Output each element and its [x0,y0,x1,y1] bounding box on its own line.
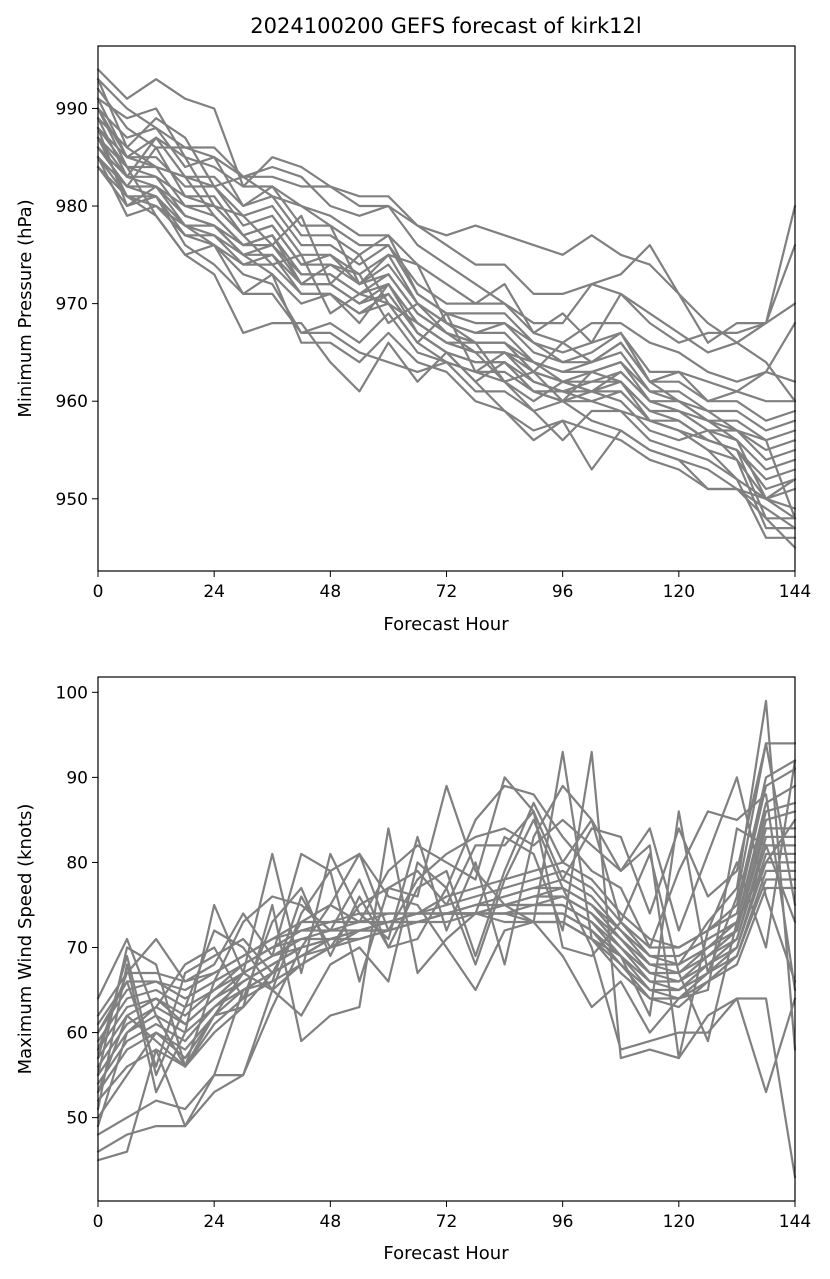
wind-x-ticks: 0 24 48 72 96 120 144 [93,1201,811,1232]
wind-x-tick-label: 120 [663,1212,695,1232]
wind-series-group [96,699,797,1179]
wind-member-line-18 [96,827,797,1051]
wind-y-tick-label: 50 [66,1109,88,1129]
wind-y-tick-label: 60 [66,1024,88,1044]
pressure-x-ticks: 0 24 48 72 96 120 144 [93,571,811,602]
pressure-member-line-18 [96,117,797,510]
pressure-member-line-20 [96,146,797,530]
pressure-y-axis-label: Minimum Pressure (hPa) [15,199,36,417]
pressure-member-line-23 [96,165,797,500]
wind-x-tick-label: 0 [93,1212,104,1232]
pressure-member-line-25 [96,107,797,520]
chart-title: 2024100200 GEFS forecast of kirk12l [250,14,641,38]
wind-y-tick-label: 100 [56,683,88,703]
pressure-y-ticks: 950 960 970 980 990 [56,99,98,510]
wind-x-axis-label: Forecast Hour [383,1243,509,1264]
wind-y-tick-label: 70 [66,939,88,959]
pressure-x-tick-label: 24 [203,582,225,602]
wind-x-tick-label: 48 [320,1212,342,1232]
pressure-x-tick-label: 144 [779,582,811,602]
pressure-x-tick-label: 72 [436,582,458,602]
wind-y-ticks: 50 60 70 80 90 100 [56,683,98,1129]
wind-member-line-20 [96,776,797,1068]
pressure-series-group [96,68,797,549]
pressure-x-tick-label: 120 [663,582,695,602]
pressure-member-line-2 [96,78,797,344]
pressure-x-axis-label: Forecast Hour [383,614,509,635]
wind-panel: 0 24 48 72 96 120 144 50 60 70 80 90 100 Forecast H… [15,676,811,1264]
wind-member-line-23 [96,801,797,1128]
wind-member-line-19 [96,759,797,1111]
pressure-y-tick-label: 980 [56,197,88,217]
wind-x-tick-label: 96 [552,1212,574,1232]
pressure-x-tick-label: 96 [552,582,574,602]
wind-member-line-22 [96,742,797,1077]
wind-axes-frame [97,676,796,1202]
pressure-axes-frame [97,45,796,572]
wind-x-tick-label: 72 [436,1212,458,1232]
pressure-x-tick-label: 48 [320,582,342,602]
wind-member-line-21 [96,784,797,1094]
wind-y-axis-label: Maximum Wind Speed (knots) [15,804,36,1075]
pressure-member-line-24 [96,136,797,530]
pressure-x-tick-label: 0 [93,582,104,602]
wind-y-tick-label: 80 [66,853,88,873]
wind-member-line-15 [96,886,797,1017]
wind-x-tick-label: 24 [203,1212,225,1232]
pressure-member-line-4 [96,97,797,344]
pressure-y-tick-label: 960 [56,392,88,412]
pressure-member-line-5 [96,107,797,383]
pressure-panel: 2024100200 GEFS forecast of kirk12l 0 24 4… [15,14,811,635]
pressure-y-tick-label: 950 [56,490,88,510]
wind-x-tick-label: 144 [779,1212,811,1232]
pressure-y-tick-label: 990 [56,99,88,119]
pressure-member-line-17 [96,78,797,520]
pressure-y-tick-label: 970 [56,295,88,315]
wind-y-tick-label: 90 [66,768,88,788]
